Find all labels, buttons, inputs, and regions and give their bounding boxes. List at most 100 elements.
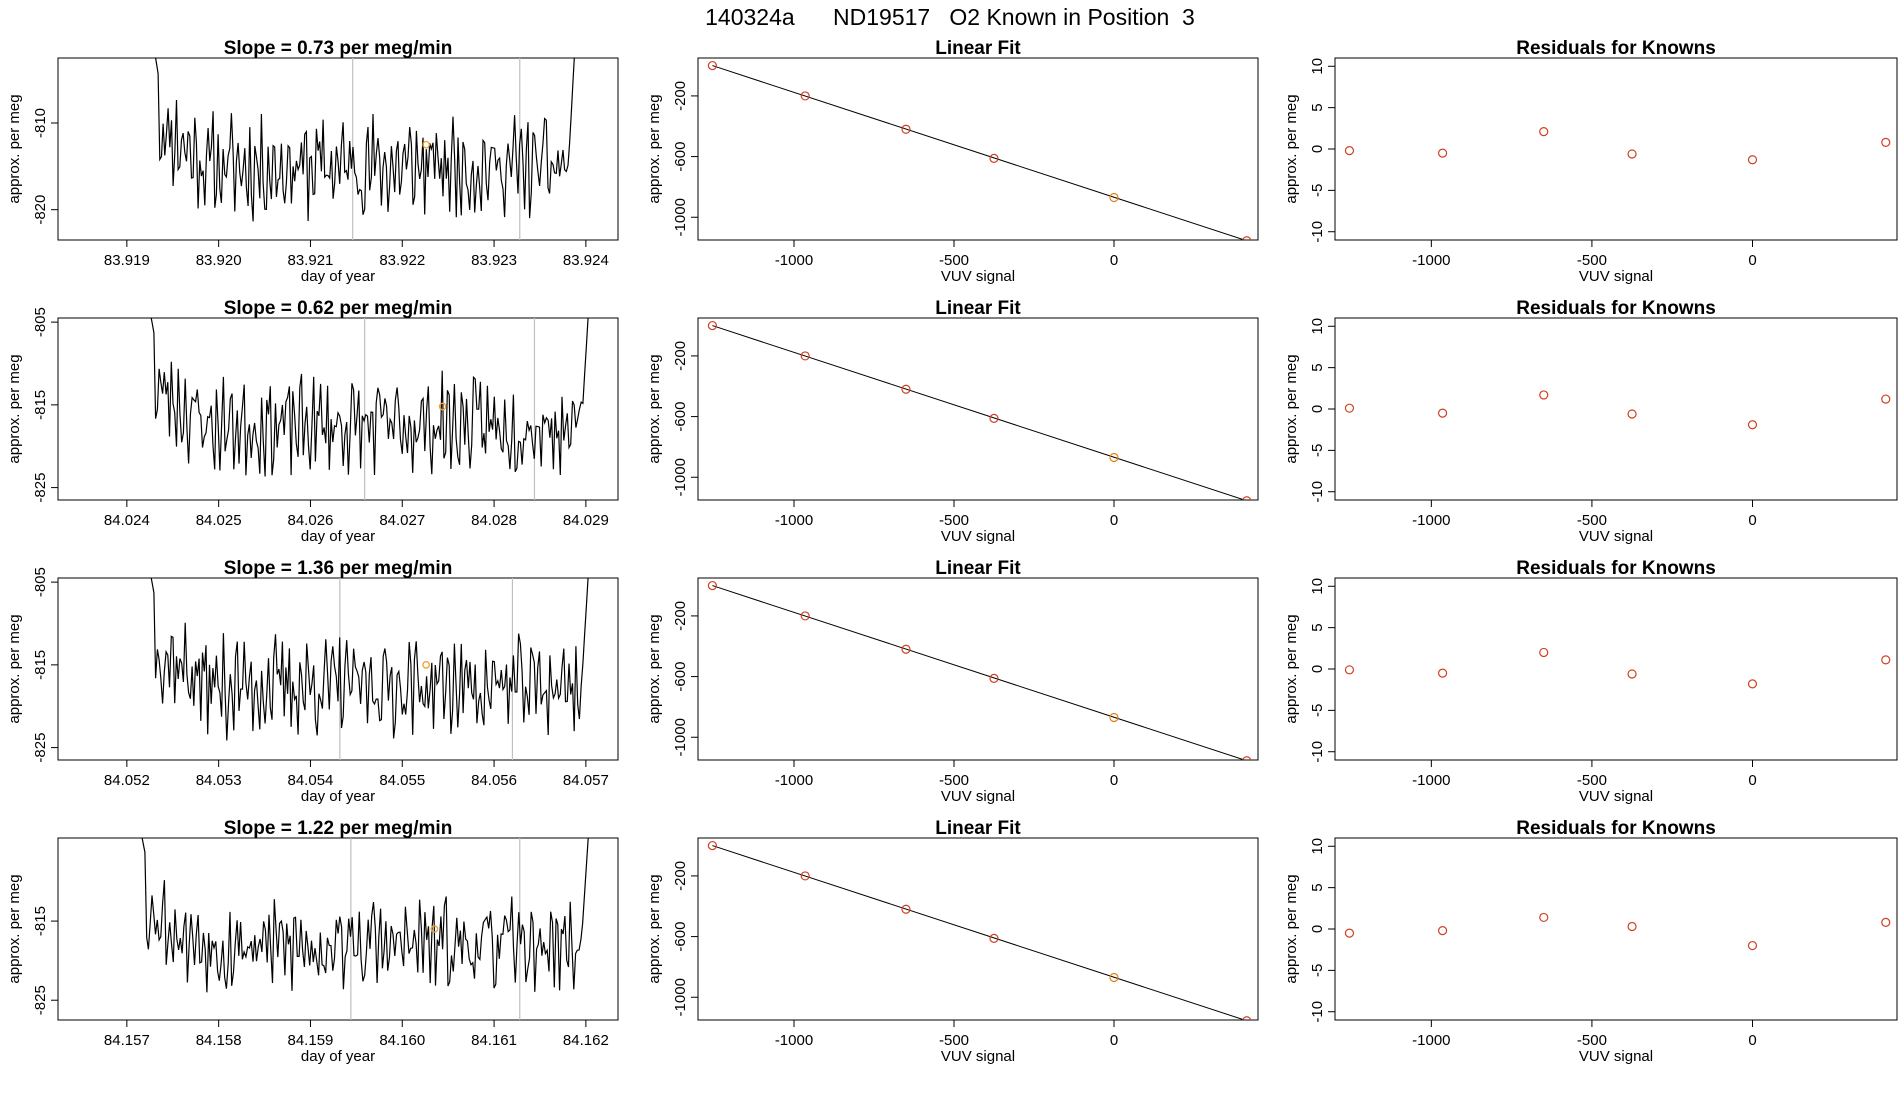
x-tick-label: 84.029 (563, 512, 609, 529)
x-axis-label: day of year (301, 788, 375, 805)
x-tick-label: -1000 (775, 1032, 813, 1049)
data-point (901, 644, 911, 654)
panel-linear-fit-2: Linear Fit -1000 -500 0 -200 -600 -1000 VUV sig… (646, 298, 1259, 545)
y-tick-label: -825 (32, 985, 49, 1015)
residual-point (1437, 148, 1448, 158)
x-tick-label: 0 (1110, 1032, 1118, 1049)
residual-point (1539, 647, 1549, 658)
panel-title: Residuals for Knowns (1516, 558, 1716, 579)
x-tick-label: 83.921 (288, 252, 334, 269)
y-tick-label: -200 (672, 81, 689, 111)
y-tick-label: 10 (1309, 578, 1326, 595)
x-tick-label: 84.162 (563, 1032, 609, 1049)
data-point (1242, 496, 1252, 500)
y-tick-label: 5 (1309, 363, 1326, 371)
y-tick-label: -815 (32, 650, 49, 680)
panel-title: Residuals for Knowns (1516, 298, 1716, 319)
y-tick-label: -815 (32, 390, 49, 420)
x-tick-label: 0 (1748, 252, 1756, 269)
y-tick-label: -600 (672, 402, 689, 432)
plot-area (1344, 127, 1891, 165)
residual-point (1437, 926, 1448, 936)
panel-residuals-4: Residuals for Knowns -1000 -500 0 -10 -5 0 5 10 V… (1283, 818, 1898, 1065)
panel-title: Slope = 1.22 per meg/min (224, 818, 453, 839)
panel-time-series-2: Slope = 0.62 per meg/min 84.024 84.025 84.0… (6, 298, 619, 545)
data-point (901, 124, 911, 134)
x-tick-label: -1000 (775, 252, 813, 269)
x-tick-label: -1000 (775, 772, 813, 789)
data-point (800, 91, 810, 101)
sample-marker (422, 661, 430, 669)
data-point (989, 413, 999, 424)
x-tick-label: 84.054 (288, 772, 334, 789)
x-tick-label: 84.056 (471, 772, 517, 789)
y-axis-label: approx. per meg (646, 614, 663, 723)
x-tick-label: 0 (1110, 512, 1118, 529)
residual-point (1747, 679, 1758, 689)
data-point (1242, 236, 1252, 240)
time-series-line (141, 838, 589, 993)
y-tick-label: -10 (1309, 221, 1326, 243)
x-axis-label: VUV signal (941, 1048, 1015, 1065)
data-point (1242, 756, 1252, 760)
y-tick-label: -1000 (672, 978, 689, 1016)
panel-title: Linear Fit (935, 818, 1021, 839)
plot-frame (1334, 317, 1898, 501)
x-axis-label: VUV signal (1579, 528, 1653, 545)
panel-title: Residuals for Knowns (1516, 818, 1716, 839)
data-point (989, 933, 999, 944)
residual-point (1344, 665, 1355, 675)
y-tick-label: -5 (1309, 704, 1326, 717)
residual-point (1344, 146, 1355, 156)
x-tick-label: -1000 (1412, 252, 1450, 269)
x-tick-label: 84.024 (104, 512, 150, 529)
residual-point (1627, 149, 1637, 159)
residual-point (1881, 394, 1891, 404)
x-tick-label: -500 (1577, 252, 1607, 269)
residual-point (1539, 390, 1549, 400)
y-tick-label: -820 (32, 195, 49, 225)
y-tick-label: -200 (672, 341, 689, 371)
panel-title: Slope = 0.62 per meg/min (224, 298, 453, 319)
y-tick-label: -1000 (672, 718, 689, 756)
plot-frame (57, 317, 619, 501)
x-tick-label: -500 (939, 512, 969, 529)
fit-line (712, 845, 1247, 1020)
plot-frame (57, 577, 619, 761)
plot-area (1344, 390, 1891, 430)
data-point (800, 351, 810, 361)
x-tick-label: -500 (939, 1032, 969, 1049)
panel-linear-fit-3: Linear Fit -1000 -500 0 -200 -600 -1000 VUV sig… (646, 558, 1259, 805)
panel-title: Linear Fit (935, 38, 1021, 59)
panel-residuals-1: Residuals for Knowns -1000 -500 0 -10 -5 0 5 10 V… (1283, 38, 1898, 285)
y-tick-label: -10 (1309, 481, 1326, 503)
x-tick-label: 84.159 (288, 1032, 334, 1049)
plot-area (707, 60, 1252, 240)
residual-point (1437, 408, 1448, 418)
plot-area (1344, 647, 1891, 689)
y-tick-label: -805 (32, 307, 49, 337)
y-tick-label: -810 (32, 108, 49, 138)
data-point (1242, 1016, 1252, 1020)
x-axis-label: VUV signal (941, 268, 1015, 285)
time-series-line (154, 58, 575, 222)
plot-frame (1334, 577, 1898, 761)
x-tick-label: -1000 (775, 512, 813, 529)
y-tick-label: -805 (32, 567, 49, 597)
x-tick-label: 84.025 (196, 512, 242, 529)
data-point (707, 320, 718, 331)
residual-point (1539, 127, 1549, 137)
y-axis-label: approx. per meg (646, 354, 663, 463)
y-tick-label: 10 (1309, 58, 1326, 75)
residual-point (1627, 409, 1637, 419)
residual-point (1437, 668, 1448, 678)
x-tick-label: 83.919 (104, 252, 150, 269)
residual-point (1881, 917, 1891, 927)
y-axis-label: approx. per meg (1283, 354, 1300, 463)
x-axis-label: day of year (301, 268, 375, 285)
plot-frame (697, 317, 1259, 501)
x-tick-label: 0 (1748, 772, 1756, 789)
panel-title: Slope = 1.36 per meg/min (224, 558, 453, 579)
panel-title: Residuals for Knowns (1516, 38, 1716, 59)
